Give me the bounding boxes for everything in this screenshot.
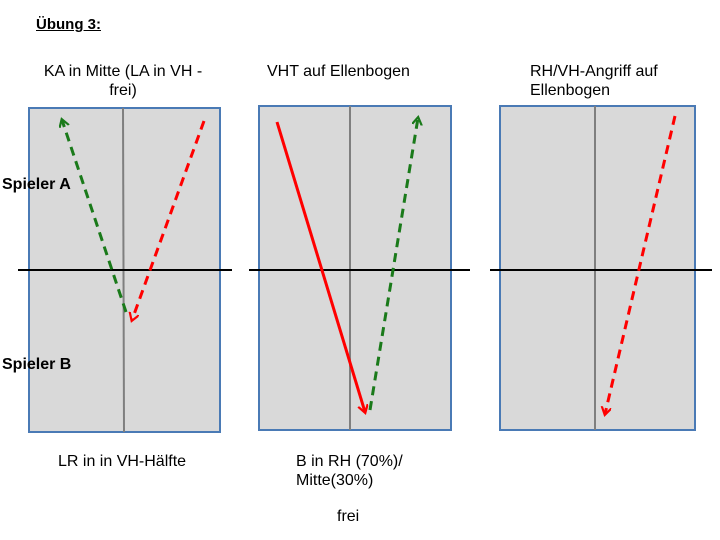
player-a-label: Spieler A [2,176,71,193]
player-b-label: Spieler B [2,356,72,373]
panel-1-caption-line-1: KA in Mitte (LA in VH - [43,63,203,80]
panel-1-table [18,107,232,433]
panel-1-caption-top: KA in Mitte (LA in VH - frei) [0,62,246,100]
panel-2-table [249,105,470,431]
panel-2-caption-bottom-line-1: B in RH (70%)/ [296,453,403,470]
panel-2-arrow-red [275,121,365,412]
panel-1-arrow-red [132,120,206,320]
panel-3-arrow-red [605,115,677,414]
panel-1-caption-bottom: LR in in VH-Hälfte [58,453,187,470]
panel-3-caption-line-1: RH/VH-Angriff auf [530,63,658,80]
panel-2-caption-extra: frei [337,508,360,525]
slide-title: Übung 3: [36,16,101,33]
panel-3-caption-line-2: Ellenbogen [530,82,611,99]
panel-2-caption-bottom: B in RH (70%)/ Mitte(30%) [296,452,403,490]
panel-3-caption-top: RH/VH-Angriff auf Ellenbogen [530,62,658,100]
panel-2-caption-top: VHT auf Ellenbogen [267,63,410,80]
panel-3-table-surface [499,105,696,431]
panel-1-caption-line-2: frei) [109,82,137,99]
panel-2-arrow-green [368,118,418,411]
panel-1-arrow-green [62,120,128,313]
panel-3-table [490,105,712,431]
panel-2-caption-bottom-line-2: Mitte(30%) [296,472,374,489]
